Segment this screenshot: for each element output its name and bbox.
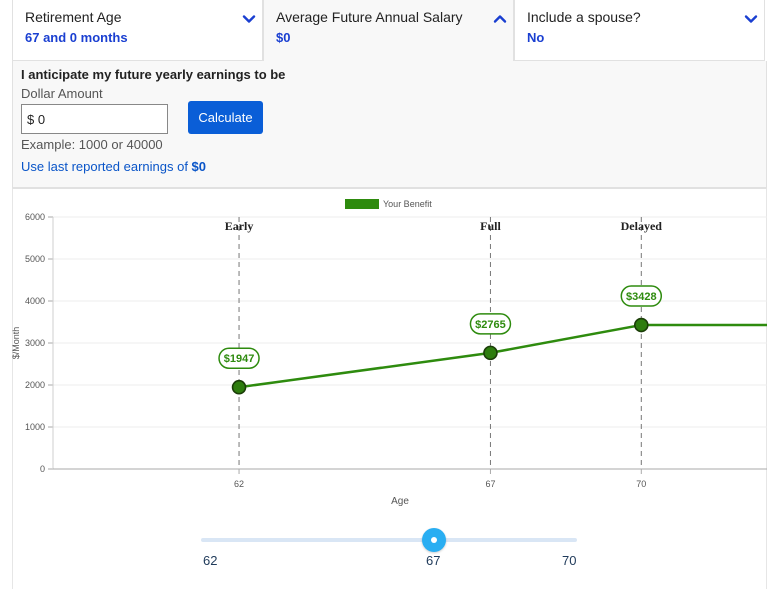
legend-swatch [345,199,379,209]
chevron-up-icon[interactable] [493,12,507,26]
x-tick-label: 70 [636,479,646,489]
benefit-series-line [238,323,767,389]
panel-title: I anticipate my future yearly earnings t… [21,67,286,82]
benefit-point [231,379,247,395]
slider-track[interactable] [201,538,577,542]
tab-average-future-salary[interactable]: Average Future Annual Salary $0 [263,0,514,61]
y-tick-label: 4000 [25,296,45,306]
benefit-point [633,317,649,333]
marker-label: Delayed [621,219,663,233]
point-label-box [469,313,512,335]
tab-retirement-age[interactable]: Retirement Age 67 and 0 months [12,0,263,61]
example-hint: Example: 1000 or 40000 [21,137,163,152]
dollar-amount-label: Dollar Amount [21,86,103,101]
retirement-age-slider[interactable] [201,528,579,552]
y-tick-label: 2000 [25,380,45,390]
point-label: $1947 [224,353,255,365]
slider-max-label: 70 [562,553,577,568]
dollar-amount-input[interactable] [21,104,168,134]
tab-value: $0 [276,30,291,45]
x-tick-label: 62 [234,479,244,489]
point-label-box [218,347,260,369]
y-tick-label: 6000 [25,212,45,222]
tab-label: Average Future Annual Salary [276,9,463,25]
point-label-box [620,285,663,307]
option-tabs: Retirement Age 67 and 0 months Average F… [12,0,767,61]
last-earnings-amount: $0 [191,159,207,174]
y-tick-label: 0 [40,464,45,474]
slider-thumb[interactable] [422,528,446,552]
point-label: $3428 [626,291,657,303]
marker-label: Full [480,219,501,233]
point-label: $2765 [475,319,506,331]
slider-min-label: 62 [203,553,218,568]
calculate-button[interactable]: Calculate [188,101,263,134]
y-tick-label: 3000 [25,338,45,348]
tab-value: 67 and 0 months [25,30,128,45]
benefit-chart: 0 1000 2000 3000 4000 5000 6000 62 67 70 Early Full… [11,188,767,589]
benefit-point [483,345,498,361]
x-axis-title: Age [391,496,409,507]
x-tick-label: 67 [485,479,495,489]
legend-label: Your Benefit [383,199,432,209]
y-axis-title: $/Month [11,327,21,360]
last-earnings-text: Use last reported earnings of [21,159,192,174]
chevron-down-icon[interactable] [744,12,758,26]
slider-mid-label: 67 [426,553,441,568]
tab-value: No [527,30,545,45]
use-last-earnings-link[interactable]: Use last reported earnings of $0 [21,159,758,174]
tab-label: Retirement Age [25,9,122,25]
chevron-down-icon[interactable] [242,12,256,26]
salary-panel: I anticipate my future yearly earnings t… [12,61,767,188]
tab-include-spouse[interactable]: Include a spouse? No [514,0,765,61]
y-tick-label: 5000 [25,254,45,264]
marker-label: Early [225,219,254,233]
y-tick-label: 1000 [25,422,45,432]
tab-label: Include a spouse? [527,9,641,25]
